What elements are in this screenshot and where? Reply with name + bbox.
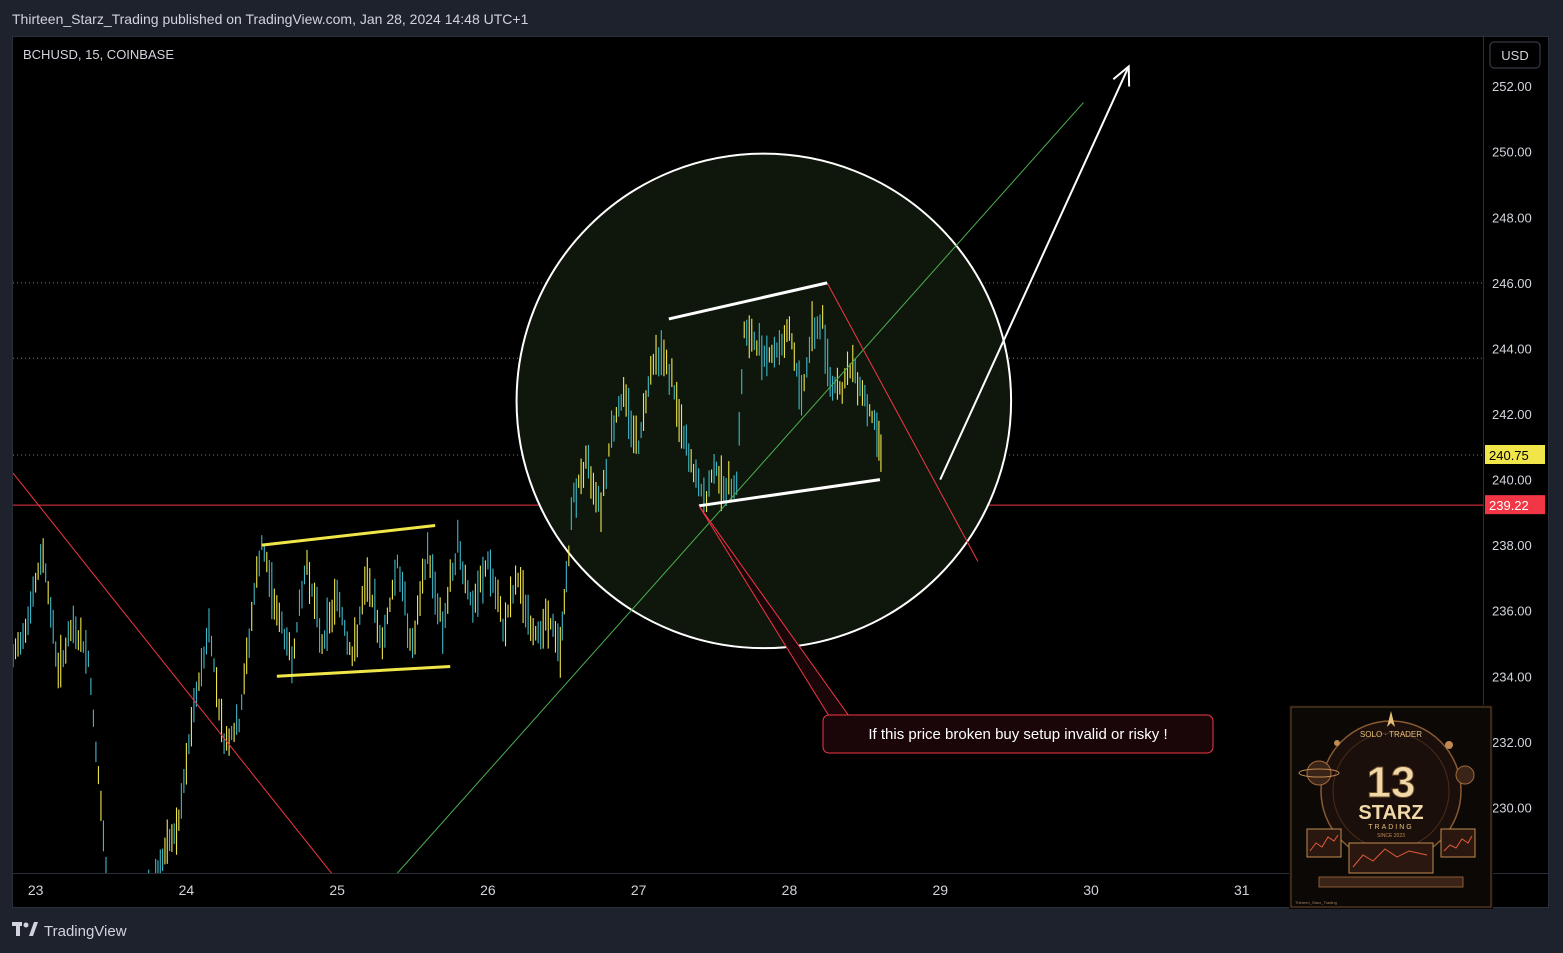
- y-tick-label: 252.00: [1492, 79, 1532, 94]
- price-label: 239.22: [1489, 498, 1529, 513]
- badge-line-3: STARZ: [1358, 802, 1423, 824]
- y-tick-label: 236.00: [1492, 604, 1532, 619]
- callout-box: [822, 714, 1214, 754]
- y-tick-label: 248.00: [1492, 210, 1532, 225]
- badge-line-4: TRADING: [1368, 824, 1414, 831]
- y-tick-label: 230.00: [1492, 800, 1532, 815]
- y-tick-label: 242.00: [1492, 407, 1532, 422]
- y-tick-label: 244.00: [1492, 341, 1532, 356]
- x-tick-label: 31: [1234, 882, 1250, 898]
- x-tick-label: 30: [1083, 882, 1099, 898]
- badge-line-1: SOLO · TRADER: [1360, 730, 1422, 739]
- currency-button[interactable]: USD: [1489, 41, 1541, 69]
- x-tick-label: 29: [932, 882, 948, 898]
- channel-line-4-0: [261, 523, 436, 547]
- target-arrow-head: [1112, 64, 1131, 87]
- y-tick-label: 234.00: [1492, 669, 1532, 684]
- channel-line-5-1: [698, 478, 881, 508]
- trendline-3: [826, 282, 979, 562]
- price-label: 240.75: [1489, 448, 1529, 463]
- x-tick-label: 25: [329, 882, 345, 898]
- y-tick-label: 246.00: [1492, 276, 1532, 291]
- y-tick-label: 232.00: [1492, 735, 1532, 750]
- trendline-1: [13, 472, 332, 873]
- x-tick-label: 27: [631, 882, 647, 898]
- price-chart[interactable]: If this price broken buy setup invalid o…: [13, 37, 1548, 907]
- x-tick-label: 23: [28, 882, 44, 898]
- price-label-bg: [1485, 495, 1545, 515]
- target-arrow: [939, 66, 1130, 481]
- badge-line-5: SINCE 2023: [1377, 833, 1405, 839]
- currency-label: USD: [1501, 48, 1528, 63]
- tradingview-logo-icon: [12, 921, 38, 941]
- y-tick-label: 240.00: [1492, 473, 1532, 488]
- x-tick-label: 24: [179, 882, 195, 898]
- badge-handle: Thirteen_Starz_Trading: [1295, 900, 1337, 905]
- channel-line-4-1: [276, 664, 451, 678]
- chart-panel[interactable]: If this price broken buy setup invalid o…: [12, 36, 1549, 909]
- channel-line-5-0: [668, 281, 828, 321]
- starz-trading-logo: SOLO · TRADER 13 STARZ TRADING SINCE 202…: [1289, 705, 1493, 909]
- footer-brand[interactable]: TradingView: [12, 916, 127, 946]
- y-tick-label: 250.00: [1492, 145, 1532, 160]
- symbol-label: BCHUSD, 15, COINBASE: [23, 47, 174, 62]
- y-tick-label: 238.00: [1492, 538, 1532, 553]
- x-tick-label: 28: [782, 882, 798, 898]
- footer-brand-label: TradingView: [44, 922, 127, 940]
- callout-text: If this price broken buy setup invalid o…: [868, 726, 1167, 743]
- published-header: Thirteen_Starz_Trading published on Trad…: [12, 11, 529, 27]
- x-tick-label: 26: [480, 882, 496, 898]
- badge-line-2: 13: [1367, 758, 1416, 807]
- price-label-bg: [1485, 445, 1545, 464]
- trendline-2: [397, 102, 1084, 873]
- highlight-circle: [515, 152, 1013, 650]
